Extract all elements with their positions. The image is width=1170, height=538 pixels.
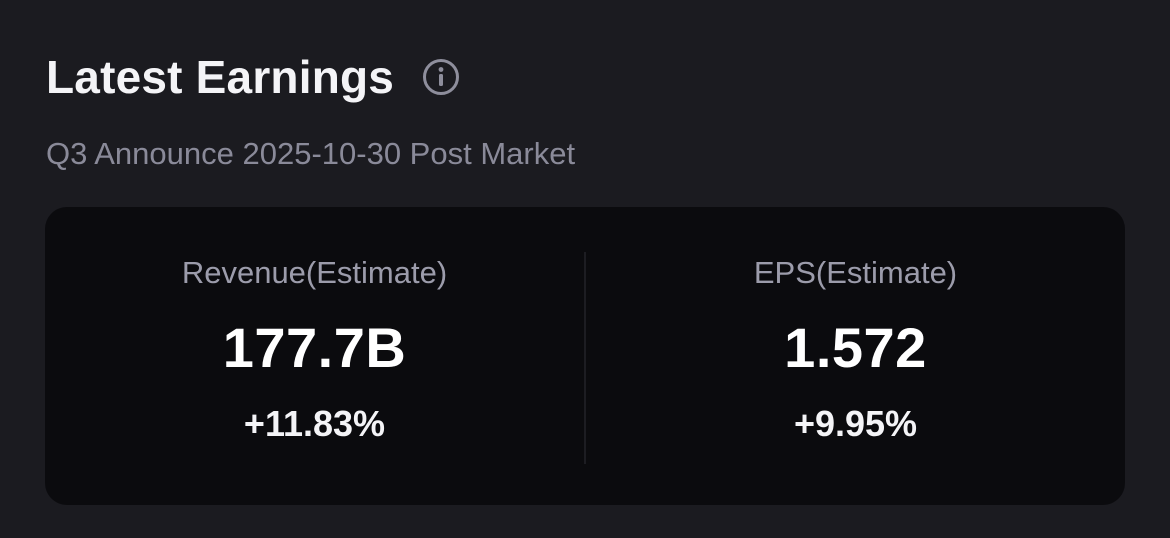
revenue-estimate-label: Revenue(Estimate)	[181, 255, 448, 290]
earnings-header: Latest Earnings	[46, 50, 460, 104]
eps-estimate-value: 1.572	[784, 316, 927, 379]
revenue-estimate-value: 177.7B	[222, 316, 407, 379]
revenue-estimate-metric: Revenue(Estimate) 177.7B +11.83%	[45, 207, 584, 505]
eps-estimate-change: +9.95%	[793, 403, 918, 444]
earnings-card: Revenue(Estimate) 177.7B +11.83% EPS(Est…	[45, 207, 1125, 505]
eps-estimate-label: EPS(Estimate)	[753, 255, 958, 290]
info-icon[interactable]	[422, 58, 460, 96]
eps-estimate-metric: EPS(Estimate) 1.572 +9.95%	[586, 207, 1125, 505]
announcement-subtitle: Q3 Announce 2025-10-30 Post Market	[46, 136, 576, 171]
page-title: Latest Earnings	[46, 51, 395, 103]
revenue-estimate-change: +11.83%	[243, 403, 386, 444]
metric-divider	[584, 252, 586, 464]
